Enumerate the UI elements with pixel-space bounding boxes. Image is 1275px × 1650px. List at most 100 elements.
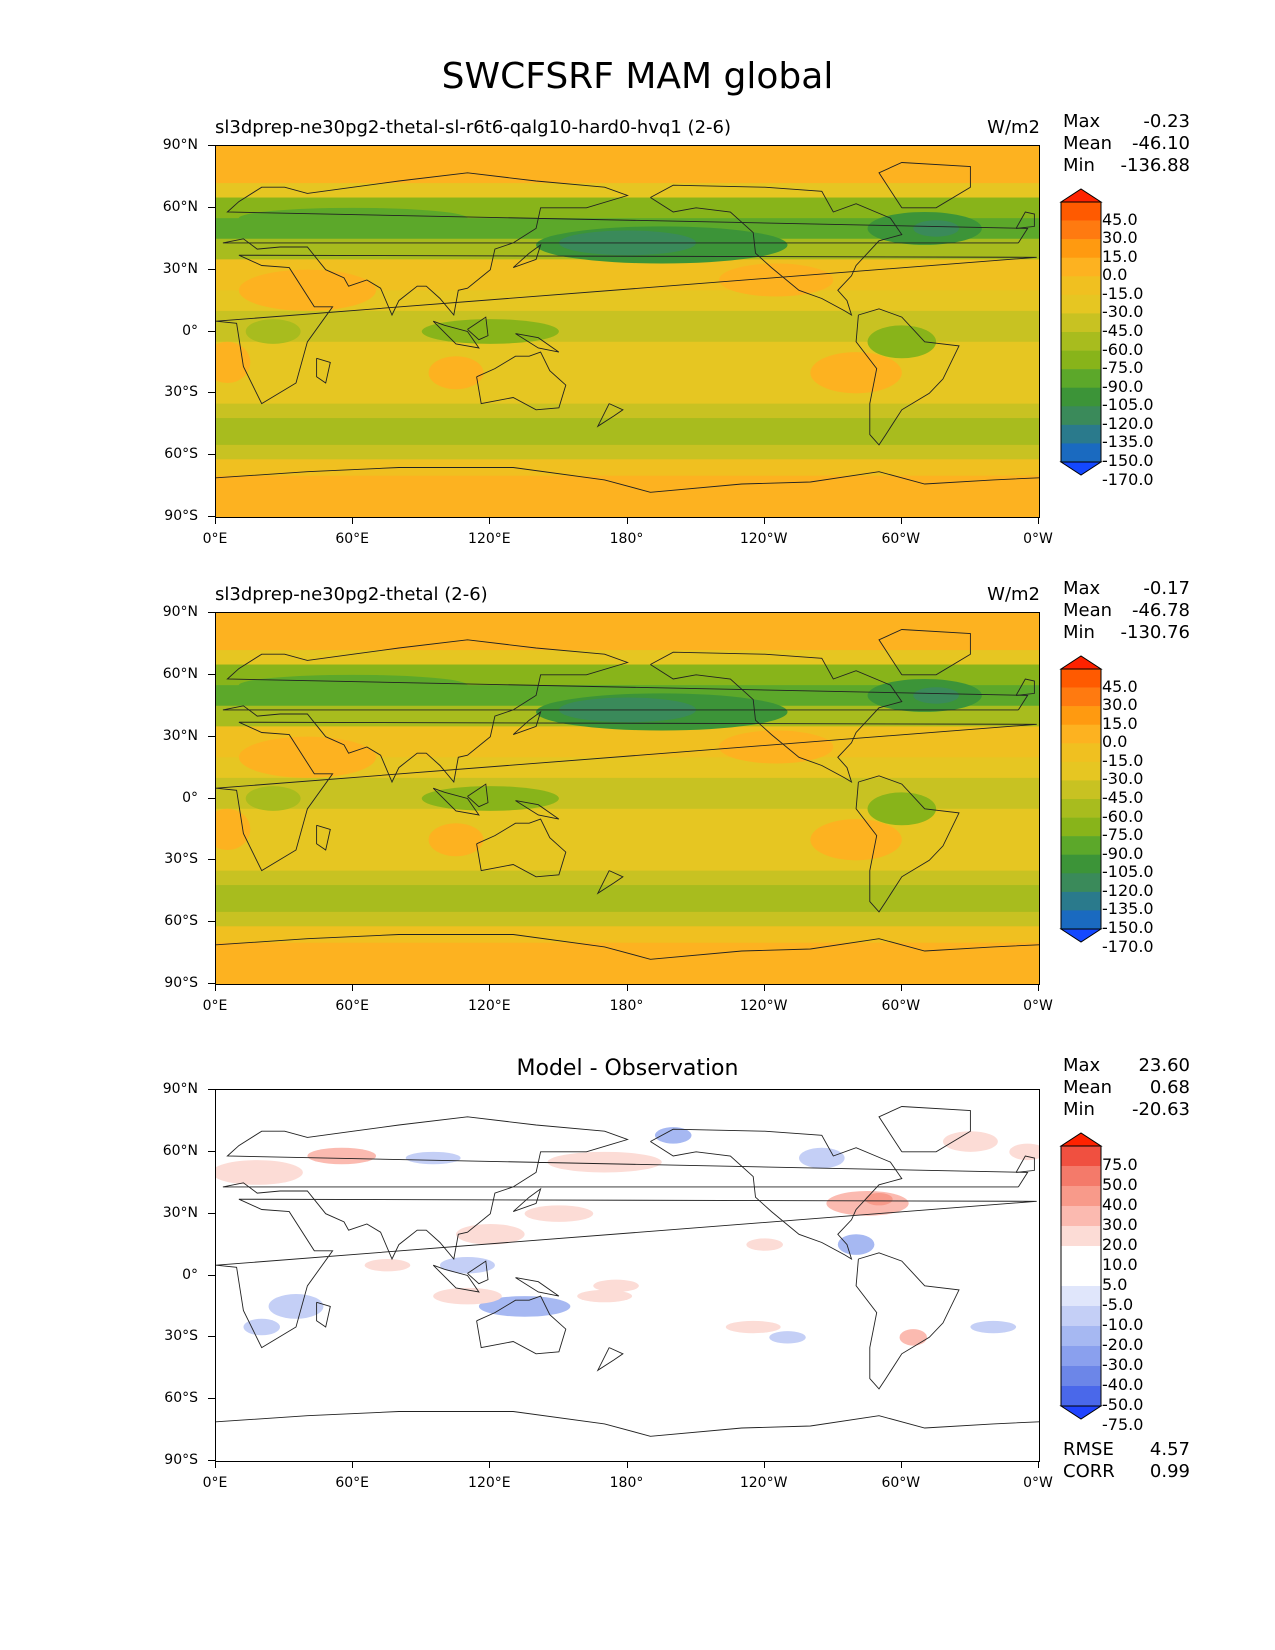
x-tick-label: 0°E [202,1475,228,1491]
colorbar-segment [1061,873,1101,893]
colorbar-tick-label: -90.0 [1102,376,1144,396]
field-anomaly [243,1318,281,1336]
coastline [596,1347,624,1372]
field-feature [718,263,834,297]
coastline [855,308,960,446]
stats-box: Max 23.60 Mean 0.68 Min -20.63 [1063,1055,1190,1121]
y-tick-label: 30°S [164,1328,198,1345]
colorbar [1059,654,1103,948]
y-tick-label: 60°S [164,913,198,930]
colorbar-tick-label: 45.0 [1102,676,1138,696]
x-tick-mark [215,984,216,991]
colorbar-tick-label: 20.0 [1102,1235,1138,1254]
y-tick-label: 30°S [164,851,198,868]
y-tick-label: 30°S [164,384,198,401]
y-tick-mark [208,612,215,613]
colorbar-segment [1061,1166,1101,1187]
field-feature [913,687,959,704]
field-feature [421,319,559,344]
coastline [1015,1155,1035,1173]
colorbar-segment [1061,1306,1101,1327]
y-tick-mark [208,392,215,394]
colorbar-segment [1061,424,1101,444]
y-tick-label: 90°N [162,1081,198,1097]
min-label: Min [1063,155,1095,176]
x-tick-label: 180° [609,531,644,547]
field-anomaly [769,1331,806,1344]
max-value: -0.23 [1143,111,1190,132]
max-label: Max [1063,111,1101,132]
mean-value: -46.78 [1131,600,1190,621]
colorbar-frame [1060,1145,1102,1407]
colorbar-tick-label: -45.0 [1102,321,1144,340]
field-band [216,870,1039,886]
colorbar-tick-label: 15.0 [1102,713,1138,733]
panel-difference: Model - Observation Max 23.60 Mean 0.68 Mi… [0,1055,1275,1509]
x-tick-label: 60°E [335,998,369,1014]
panel-title: Model - Observation [516,1056,739,1081]
colorbar-tick-label: -90.0 [1102,843,1144,863]
coastline [650,1128,903,1260]
colorbar-segment [1061,1186,1101,1207]
x-tick-mark [352,517,354,524]
x-tick-mark [763,1461,765,1468]
field-feature [245,319,301,344]
field-anomaly [593,1279,639,1292]
field-anomaly [364,1259,411,1272]
stats-box: Max -0.17 Mean -46.78 Min -130.76 [1063,578,1190,644]
field-anomaly [440,1256,495,1274]
field-anomaly [433,1287,502,1305]
colorbar-tick-label: -150.0 [1102,451,1154,470]
mean-value: -46.10 [1131,133,1190,154]
field-anomaly [307,1147,377,1165]
field-feature [216,808,251,851]
coastline [476,1295,567,1355]
field-anomaly [1009,1143,1039,1161]
colorbar-tick-label: -60.0 [1102,806,1144,826]
coastline [467,783,489,808]
rmse-value: 4.57 [1149,1439,1190,1460]
field-anomaly [899,1329,927,1346]
colorbar-segment [1061,294,1101,314]
x-tick-mark [215,1461,216,1468]
colorbar-tick-label: -50.0 [1102,1395,1144,1414]
colorbar-segment [1061,1146,1101,1167]
stats-box: Max -0.23 Mean -46.10 Min -136.88 [1063,111,1190,177]
max-label: Max [1063,1055,1101,1076]
coastline [512,1187,542,1213]
coastline [216,467,1039,493]
colorbar-segment [1061,257,1101,277]
skill-scores: RMSE 4.57 CORR 0.99 [1063,1439,1190,1483]
colorbar-segment [1061,780,1101,800]
colorbar-segment [1061,369,1101,389]
colorbar-segment [1061,443,1101,463]
x-tick-label: 0°W [1023,1475,1053,1491]
y-tick-label: 60°N [162,665,198,682]
y-tick-label: 60°N [162,198,198,215]
field-band [216,459,1039,477]
coastline [855,775,960,913]
field-band [216,403,1039,419]
coastline [596,403,624,428]
colorbar-tick-label: -60.0 [1102,339,1144,359]
coastline [222,639,1029,784]
x-tick-label: 0°W [1023,998,1053,1014]
field-band [216,839,1039,872]
coastline [476,818,567,878]
x-tick-label: 0°E [202,998,228,1014]
colorbar-tick-label: -135.0 [1102,899,1154,919]
mean-label: Mean [1063,133,1113,154]
colorbar-tick-label: -10.0 [1102,1315,1144,1334]
colorbar-tick-label: 50.0 [1102,1175,1138,1194]
colorbar-tick-label: -105.0 [1102,395,1154,415]
coastline [432,787,480,816]
y-tick-label: 30°N [162,1204,198,1221]
field-feature [238,269,377,311]
y-tick-mark [208,1089,215,1090]
colorbar-max-extension [1059,188,1103,203]
colorbar-segment [1061,350,1101,370]
y-tick-mark [208,145,215,146]
x-tick-label: 180° [609,998,644,1014]
x-tick-mark [626,1461,628,1468]
field-anomaly [216,1160,303,1185]
